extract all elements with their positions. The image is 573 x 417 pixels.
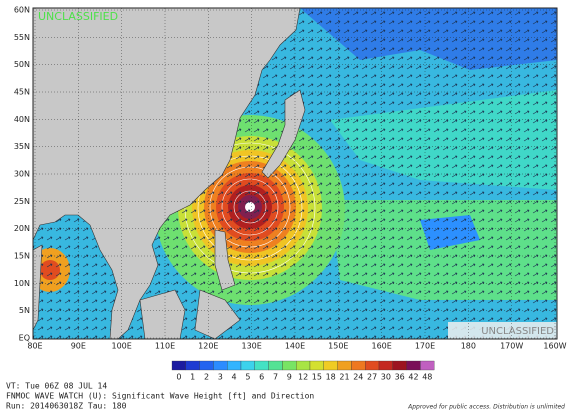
colorbar-label: 36 [395,373,405,382]
colorbar-swatch [378,360,393,371]
longitude-label: 110E [155,342,175,351]
colorbar-swatch [365,360,380,371]
colorbar-swatch [420,360,435,371]
longitude-label: 170E [415,342,435,351]
longitude-label: 120E [198,342,218,351]
colorbar-label: 24 [353,373,363,382]
longitude-label: 140E [285,342,305,351]
land [139,289,186,339]
footer-line: VT: Tue 06Z 08 JUL 14 [6,382,107,391]
colorbar-label: 12 [298,373,308,382]
map-area [33,8,557,339]
colorbar-label: 15 [312,373,322,382]
colorbar-label: 18 [326,373,336,382]
colorbar-swatch [337,360,352,371]
land [214,229,236,291]
latitude-label: 35N [14,142,30,151]
longitude-label: 100E [112,342,132,351]
longitude-label: 160W [543,342,566,351]
latitude-label: 15N [14,252,30,261]
colorbar-label: 42 [408,373,418,382]
classification-label: UNCLASSIFIED [38,10,118,23]
latitude-label: 45N [14,88,30,97]
colorbar-swatch [406,360,421,371]
colorbar-label: 21 [339,373,349,382]
footer-line: FNMOC WAVE WATCH (U): Significant Wave H… [6,392,314,401]
colorbar-swatch [213,360,228,371]
colorbar-label: 3 [218,373,223,382]
colorbar-swatch [185,360,200,371]
classification-label: UNCLASSIFIED [481,326,554,337]
colorbar-label: 4 [232,373,237,382]
colorbar-swatch [254,360,269,371]
colorbar-swatch [323,360,338,371]
colorbar-label: 27 [367,373,377,382]
colorbar-label: 6 [259,373,264,382]
colorbar-swatch [199,360,214,371]
approval-note: Approved for public access. Distribution… [407,404,565,411]
latitude-label: 20N [14,224,30,233]
colorbar-swatch [351,360,366,371]
latitude-label: EQ [19,334,30,343]
land [33,8,301,339]
colorbar-swatch [268,360,283,371]
longitude-label: 130E [242,342,262,351]
latitude-label: 55N [14,33,30,42]
longitude-label: 90E [71,342,86,351]
colorbar-label: 7 [273,373,278,382]
colorbar-swatch [240,360,255,371]
latitude-label: 50N [14,60,30,69]
colorbar-label: 0 [176,373,181,382]
colorbar-swatch [392,360,407,371]
latitude-label: 5N [19,306,30,315]
colorbar-swatch [296,360,311,371]
land [33,244,43,331]
footer-line: Run: 2014063018Z Tau: 180 [6,402,127,411]
graticule: 60N 55N 50N 45N 40N 35N 30N 25N 20N 15N 10N 5N EQ80E… [14,6,567,351]
colorbar-label: 2 [204,373,209,382]
latitude-label: 25N [14,197,30,206]
colorbar-swatch [282,360,297,371]
colorbar-label: 5 [245,373,250,382]
latitude-label: 30N [14,170,30,179]
latitude-label: 40N [14,115,30,124]
longitude-label: 160E [372,342,392,351]
land [194,289,241,339]
colorbar-swatch [227,360,242,371]
latitude-label: 10N [14,279,30,288]
label-box [448,322,557,339]
map-frame [32,7,558,340]
colorbar-label: 9 [287,373,292,382]
colorbar-swatch [309,360,324,371]
latitude-label: 60N [14,6,30,15]
colorbar-label: 48 [422,373,432,382]
land [261,89,306,179]
colorbar-label: 1 [190,373,195,382]
longitude-label: 170W [500,342,523,351]
longitude-label: 150E [328,342,348,351]
longitude-label: 180 [461,342,476,351]
colorbar-swatch [171,360,186,371]
colorbar: 0 1 2 3 4 5 6 7 9 12 15 18 21 24 27 30 36 42 48 [171,360,435,382]
colorbar-label: 30 [381,373,391,382]
longitude-label: 80E [27,342,42,351]
